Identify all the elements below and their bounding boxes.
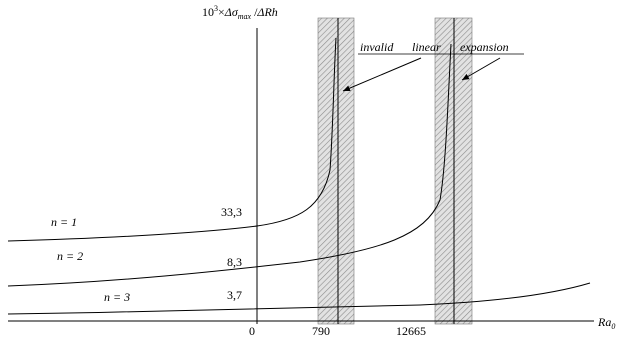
- y-axis-label-exponent: 3: [214, 4, 218, 13]
- series-curve-n1: [7, 37, 337, 242]
- annotation-word-invalid: invalid: [360, 40, 394, 54]
- value-label-n1: 33,3: [221, 205, 242, 219]
- x-tick-label-0: 0: [249, 324, 255, 338]
- series-label-n1: n = 1: [51, 215, 77, 229]
- annotation-word-expansion: expansion: [460, 40, 509, 54]
- value-label-n2: 8,3: [227, 255, 242, 269]
- annotation-arrow-2: [461, 57, 501, 81]
- x-tick-label-790: 790: [312, 324, 330, 338]
- value-label-n3: 3,7: [227, 288, 242, 302]
- y-axis-label: 103×Δσmax /ΔRh: [202, 4, 278, 21]
- series-label-n2: n = 2: [57, 249, 83, 263]
- annotation-arrow-1: [342, 57, 422, 92]
- x-axis-label: Ra0: [597, 315, 615, 331]
- invalid-band-1: [317, 17, 355, 325]
- annotation-word-linear: linear: [412, 40, 441, 54]
- x-tick-label-12665: 12665: [396, 324, 426, 338]
- series-curve-n2: [7, 43, 452, 287]
- annotation-text: invalid linear expansion: [360, 40, 509, 54]
- series-label-n3: n = 3: [104, 290, 130, 304]
- series-curve-n3: [7, 282, 591, 315]
